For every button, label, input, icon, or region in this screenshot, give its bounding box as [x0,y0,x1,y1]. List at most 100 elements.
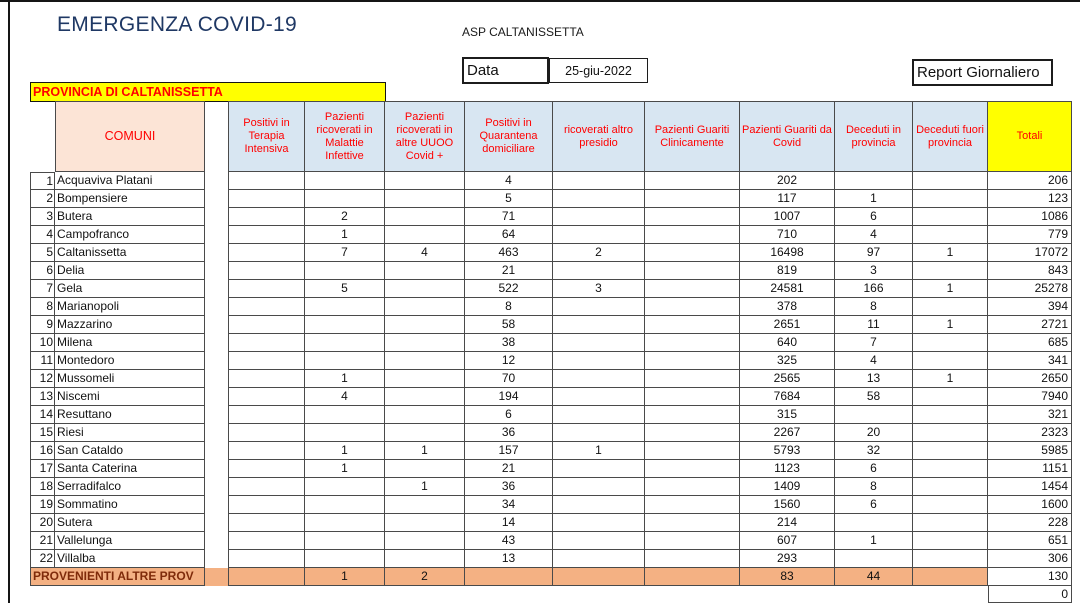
value-cell: 463 [465,244,553,262]
row-number: 19 [30,496,55,514]
value-cell [385,550,465,568]
value-cell [228,190,305,208]
value-cell [228,532,305,550]
value-cell [385,406,465,424]
value-cell: 36 [465,478,553,496]
footer-spacer [205,568,228,586]
value-cell [305,190,385,208]
value-cell [645,280,740,298]
value-cell: 341 [988,352,1072,370]
value-cell: 1 [553,442,645,460]
value-cell [913,172,988,190]
value-cell [385,280,465,298]
comune-name: Campofranco [55,226,205,244]
table-row: 14 Resuttano 6 315 321 [30,406,1072,424]
value-cell: 2 [553,244,645,262]
table-row: 5 Caltanissetta 7 4 463 2 16498 97 1 17072 [30,244,1072,262]
column-header-6: Pazienti Guariti da Covid [740,101,835,172]
value-cell [913,532,988,550]
footer-value-cell [465,568,553,586]
value-cell [305,424,385,442]
value-cell: 640 [740,334,835,352]
table-header-row: COMUNI Positivi in Terapia Intensiva Pazie… [30,101,1072,172]
value-cell: 214 [740,514,835,532]
row-number: 11 [30,352,55,370]
spacer-cell [205,460,228,478]
value-cell: 25278 [988,280,1072,298]
value-cell [228,460,305,478]
comune-name: Milena [55,334,205,352]
table-row: 12 Mussomeli 1 70 2565 13 1 2650 [30,370,1072,388]
value-cell [645,550,740,568]
value-cell: 306 [988,550,1072,568]
comune-name: Mazzarino [55,316,205,334]
value-cell [645,496,740,514]
value-cell: 2267 [740,424,835,442]
value-cell [913,550,988,568]
value-cell [228,208,305,226]
value-cell [553,514,645,532]
value-cell: 5793 [740,442,835,460]
value-cell [553,316,645,334]
value-cell [228,550,305,568]
value-cell: 13 [835,370,913,388]
footer-value-cell: 44 [835,568,913,586]
value-cell [305,514,385,532]
header-spacer [205,101,228,172]
value-cell [645,532,740,550]
value-cell [835,550,913,568]
value-cell [228,226,305,244]
value-cell: 4 [305,388,385,406]
value-cell [645,406,740,424]
value-cell: 43 [465,532,553,550]
value-cell [913,208,988,226]
value-cell [228,370,305,388]
value-cell [553,478,645,496]
value-cell [305,478,385,496]
value-cell: 779 [988,226,1072,244]
spacer-cell [205,244,228,262]
value-cell: 1 [305,460,385,478]
value-cell [385,424,465,442]
footer-value-cell: 83 [740,568,835,586]
value-cell [228,424,305,442]
value-cell [305,262,385,280]
value-cell [645,334,740,352]
date-value[interactable]: 25-giu-2022 [549,58,648,83]
value-cell [645,514,740,532]
value-cell: 17072 [988,244,1072,262]
row-number: 10 [30,334,55,352]
value-cell [385,460,465,478]
value-cell: 6 [835,460,913,478]
value-cell: 378 [740,298,835,316]
grand-total-cell: 0 [988,586,1072,603]
value-cell [385,334,465,352]
spacer-cell [205,172,228,190]
comune-name: Caltanissetta [55,244,205,262]
value-cell [645,478,740,496]
value-cell: 710 [740,226,835,244]
value-cell [645,388,740,406]
value-cell [385,514,465,532]
value-cell: 1 [385,442,465,460]
value-cell [305,550,385,568]
value-cell: 1454 [988,478,1072,496]
comune-name: Sommatino [55,496,205,514]
value-cell: 2721 [988,316,1072,334]
row-number: 8 [30,298,55,316]
value-cell: 7684 [740,388,835,406]
value-cell [305,352,385,370]
value-cell: 228 [988,514,1072,532]
spacer-cell [205,532,228,550]
table-row: 7 Gela 5 522 3 24581 166 1 25278 [30,280,1072,298]
footer-value-cell [645,568,740,586]
value-cell: 2565 [740,370,835,388]
value-cell [228,172,305,190]
page-title: EMERGENZA COVID-19 [57,13,297,36]
value-cell: 123 [988,190,1072,208]
spacer-cell [205,280,228,298]
spacer-cell [205,406,228,424]
value-cell [835,406,913,424]
value-cell: 325 [740,352,835,370]
value-cell: 3 [553,280,645,298]
